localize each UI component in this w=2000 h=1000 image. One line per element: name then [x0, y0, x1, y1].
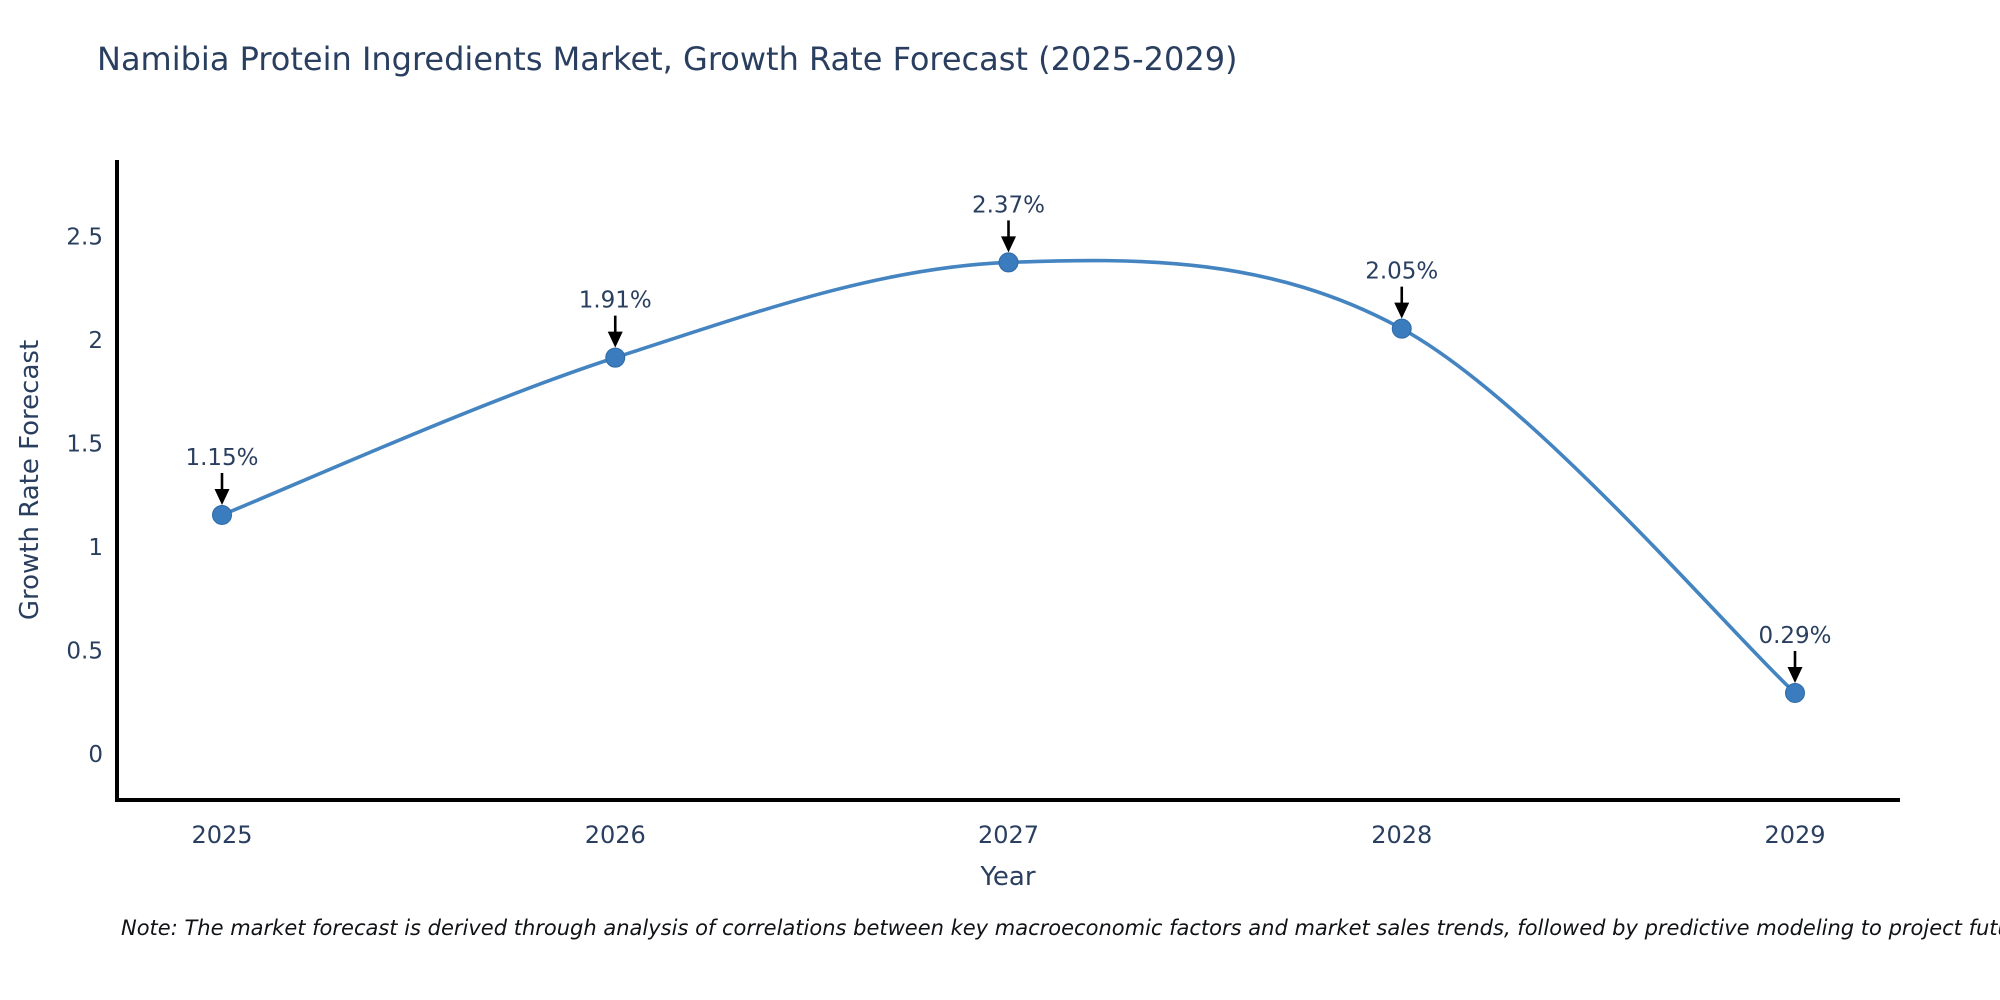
- x-axis-title: Year: [980, 862, 1036, 892]
- annotation-arrowhead-icon: [1394, 302, 1410, 319]
- x-tick-label: 2027: [978, 821, 1039, 849]
- annotation-label: 0.29%: [1758, 623, 1831, 649]
- data-point-marker: [1785, 682, 1805, 703]
- x-tick-label: 2028: [1371, 821, 1432, 849]
- annotation-label: 2.37%: [972, 192, 1045, 218]
- footnote: Note: The market forecast is derived thr…: [121, 916, 2000, 940]
- annotation-arrowhead-icon: [1787, 666, 1803, 683]
- chart-title: Namibia Protein Ingredients Market, Grow…: [97, 40, 1238, 78]
- annotation-label: 1.15%: [185, 445, 258, 471]
- annotation-label: 2.05%: [1365, 259, 1438, 285]
- y-tick-label: 2: [88, 328, 103, 354]
- x-tick-label: 2025: [191, 821, 252, 849]
- data-point-marker: [998, 252, 1019, 273]
- y-tick-label: 1: [88, 535, 103, 561]
- annotation-arrowhead-icon: [214, 488, 230, 505]
- annotation-label: 1.91%: [579, 288, 652, 314]
- y-tick-label: 0.5: [66, 639, 103, 665]
- y-tick-label: 0: [88, 742, 103, 768]
- y-tick-label: 2.5: [66, 225, 103, 251]
- annotation-arrowhead-icon: [1001, 236, 1016, 253]
- data-point-marker: [605, 347, 626, 368]
- y-axis-title: Growth Rate Forecast: [15, 339, 45, 621]
- data-point-marker: [212, 504, 232, 525]
- data-point-marker: [1391, 318, 1412, 339]
- x-tick-label: 2026: [585, 821, 646, 849]
- axis-lines: [115, 160, 1900, 802]
- trend-line: [220, 258, 1797, 695]
- annotation-arrowhead-icon: [607, 331, 623, 348]
- y-tick-label: 1.5: [66, 432, 103, 458]
- x-tick-label: 2029: [1764, 821, 1825, 849]
